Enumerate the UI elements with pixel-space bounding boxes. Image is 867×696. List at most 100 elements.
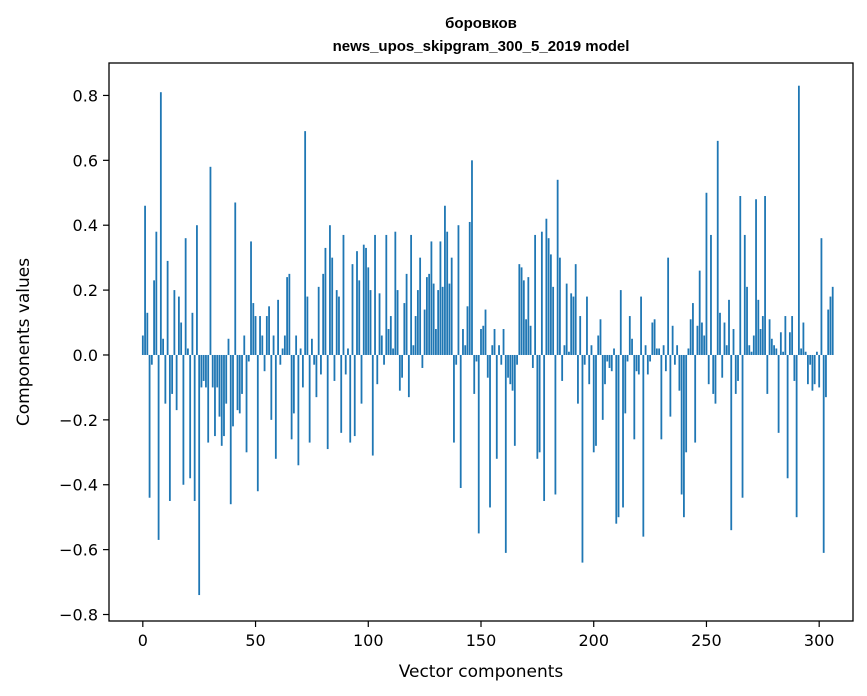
bar	[698, 270, 701, 355]
bar	[507, 354, 509, 378]
bar	[574, 264, 577, 355]
bar	[804, 351, 807, 355]
bar	[626, 354, 629, 362]
bar	[193, 354, 196, 501]
bar	[335, 290, 338, 355]
x-tick-label: 100	[353, 631, 384, 650]
bar	[182, 354, 185, 485]
x-tick-label: 250	[691, 631, 722, 650]
bar	[518, 264, 521, 355]
bar	[225, 354, 228, 404]
bar	[401, 354, 403, 378]
bar	[779, 332, 782, 355]
bar	[752, 335, 755, 355]
x-tick-label: 150	[466, 631, 497, 650]
bar	[200, 354, 203, 388]
bar	[304, 131, 307, 355]
bar	[624, 354, 627, 414]
bar	[813, 354, 816, 385]
bar	[220, 354, 223, 446]
y-tick-label: −0.4	[59, 476, 98, 495]
bar	[653, 319, 656, 355]
bar	[168, 354, 171, 501]
bar	[773, 345, 775, 355]
bar	[480, 329, 482, 355]
x-axis-title: Vector components	[399, 662, 564, 682]
bar	[829, 296, 832, 355]
bar	[710, 234, 712, 355]
bar	[685, 354, 688, 453]
bar	[254, 316, 257, 355]
bar	[207, 354, 210, 443]
bar	[164, 354, 167, 404]
bar	[376, 354, 379, 385]
bar	[459, 354, 462, 488]
bar	[757, 299, 760, 355]
bar	[610, 354, 613, 372]
bar	[446, 231, 449, 355]
bar	[502, 329, 505, 355]
bar	[209, 166, 212, 355]
bar	[173, 290, 176, 355]
bar	[750, 351, 753, 355]
bar	[759, 329, 762, 355]
bar	[425, 277, 428, 355]
bar	[387, 329, 390, 355]
bar	[667, 257, 670, 355]
bar	[707, 354, 710, 385]
bar	[484, 309, 487, 355]
chart-title-line1: боровков	[445, 15, 517, 32]
bar	[268, 306, 270, 355]
bar	[191, 312, 194, 355]
bar	[549, 254, 552, 355]
bar	[419, 257, 422, 355]
bar	[412, 345, 415, 355]
bar	[308, 354, 311, 443]
bar	[640, 296, 642, 355]
bar	[581, 354, 584, 563]
bar	[741, 354, 744, 498]
bar	[613, 348, 615, 355]
bar	[597, 335, 600, 355]
bar	[572, 296, 575, 355]
bar	[705, 192, 708, 355]
bar	[635, 354, 638, 372]
bar	[322, 273, 325, 355]
bar	[527, 277, 530, 355]
bar	[189, 354, 192, 479]
bar	[559, 257, 561, 355]
bar	[232, 354, 234, 427]
bar	[649, 354, 651, 362]
bar	[171, 354, 174, 394]
bar	[807, 354, 809, 385]
bar	[141, 335, 144, 355]
bar	[430, 241, 433, 355]
bar	[286, 277, 289, 355]
bar	[583, 354, 586, 365]
bar	[516, 354, 518, 365]
bar	[482, 325, 485, 355]
bar	[622, 354, 624, 508]
bar	[586, 296, 588, 355]
bar	[155, 231, 158, 355]
x-tick-label: 300	[804, 631, 835, 650]
bar	[543, 354, 546, 501]
y-axis-title: Components values	[14, 258, 34, 426]
bar	[561, 354, 564, 381]
bar	[148, 354, 151, 498]
bar	[453, 354, 455, 443]
bar	[642, 354, 645, 537]
bar	[180, 322, 183, 355]
y-tick-label: −0.8	[59, 606, 98, 625]
bar	[746, 286, 748, 355]
bar	[525, 319, 527, 355]
bar	[414, 316, 417, 355]
y-tick-label: 0.4	[73, 216, 98, 235]
bar	[775, 348, 778, 355]
bar	[245, 354, 248, 453]
bar	[423, 309, 426, 355]
bar	[338, 296, 340, 355]
bar	[556, 179, 559, 355]
bar	[274, 354, 277, 459]
